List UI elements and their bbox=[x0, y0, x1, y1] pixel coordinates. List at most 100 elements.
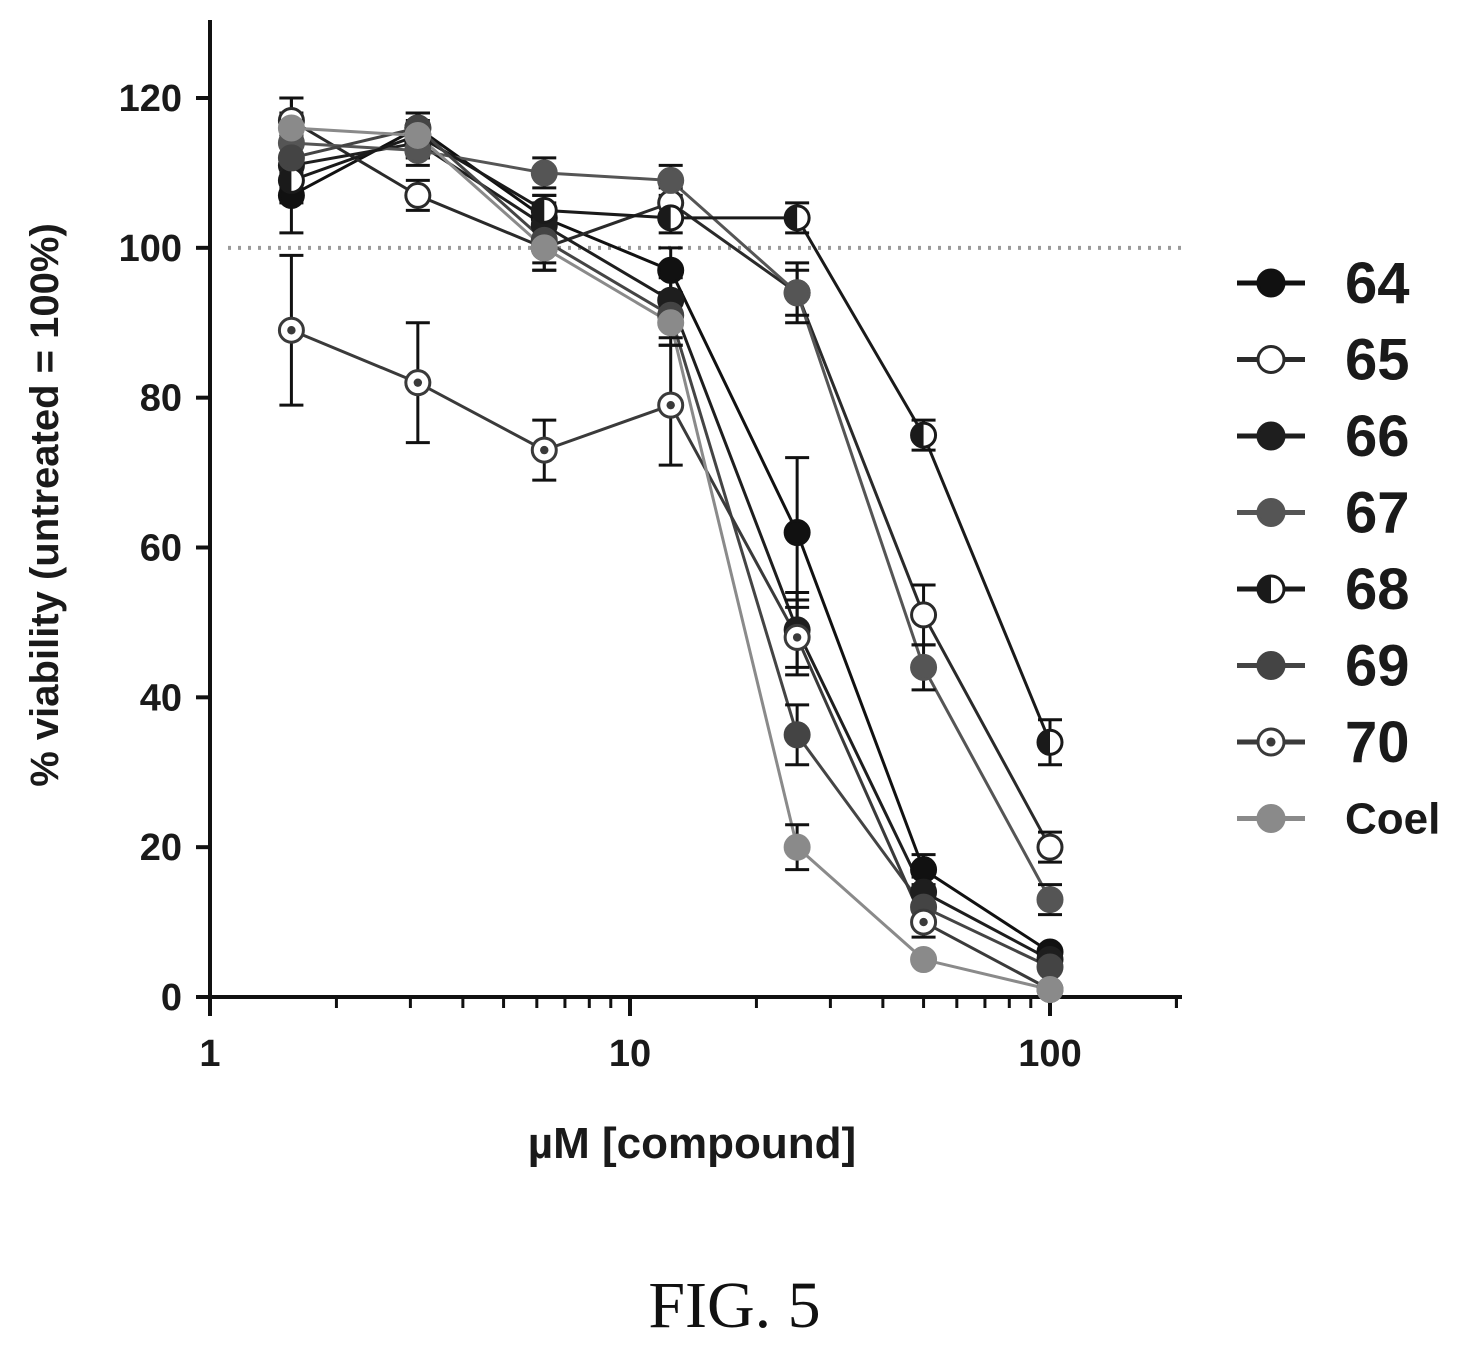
marker-half bbox=[785, 205, 798, 230]
marker-dot bbox=[404, 121, 432, 149]
legend-swatch-marker bbox=[1256, 498, 1286, 527]
marker-dot bbox=[783, 279, 811, 307]
data-point-69 bbox=[277, 144, 305, 172]
marker-center bbox=[413, 378, 423, 387]
data-point-70 bbox=[783, 623, 811, 651]
series-markers bbox=[277, 106, 1064, 1004]
data-point-68 bbox=[277, 166, 305, 194]
marker-center bbox=[287, 326, 296, 335]
legend-swatch-marker bbox=[1256, 268, 1286, 298]
legend-item-65: 65 bbox=[1237, 328, 1410, 393]
legend-swatch-marker bbox=[1256, 727, 1286, 757]
legend-item-66: 66 bbox=[1237, 404, 1410, 469]
marker-dot bbox=[910, 653, 938, 681]
legend-item-69: 69 bbox=[1237, 634, 1410, 699]
data-point-68 bbox=[783, 204, 811, 232]
data-point-Coel bbox=[783, 833, 811, 861]
marker-dot bbox=[1036, 833, 1064, 861]
marker-dot bbox=[1256, 804, 1286, 833]
data-point-70 bbox=[657, 391, 685, 419]
data-point-Coel bbox=[530, 234, 558, 262]
marker-dot bbox=[783, 833, 811, 861]
data-point-67 bbox=[783, 279, 811, 307]
marker-dot bbox=[1256, 421, 1286, 451]
marker-dot bbox=[1036, 886, 1064, 914]
marker-center bbox=[1266, 737, 1276, 747]
data-point-64 bbox=[910, 856, 938, 884]
y-tick-label: 60 bbox=[140, 528, 182, 570]
legend-label: 65 bbox=[1345, 328, 1410, 393]
data-point-70 bbox=[277, 316, 305, 344]
marker-dot bbox=[530, 159, 558, 187]
marker-dot bbox=[277, 144, 305, 172]
marker-half bbox=[1258, 576, 1271, 602]
legend-item-68: 68 bbox=[1237, 557, 1410, 622]
marker-dot bbox=[657, 166, 685, 194]
y-tick-label: 0 bbox=[161, 977, 182, 1019]
data-point-Coel bbox=[910, 946, 938, 974]
marker-dot bbox=[530, 234, 558, 262]
marker-half bbox=[658, 205, 671, 230]
marker-dot bbox=[910, 856, 938, 884]
marker-dot bbox=[783, 519, 811, 547]
data-point-70 bbox=[910, 908, 938, 936]
legend-item-70: 70 bbox=[1237, 710, 1410, 775]
y-tick-label: 80 bbox=[140, 378, 182, 420]
legend-label: Coel bbox=[1345, 795, 1440, 844]
legend-label: 69 bbox=[1345, 634, 1410, 699]
data-point-67 bbox=[1036, 886, 1064, 914]
data-point-67 bbox=[657, 166, 685, 194]
marker-center bbox=[540, 445, 549, 455]
legend: 64 65 66 67 68 69 70 Coel bbox=[1237, 251, 1440, 844]
marker-dot bbox=[657, 256, 685, 284]
marker-dot bbox=[1256, 651, 1286, 680]
marker-dot bbox=[910, 946, 938, 974]
y-tick-label: 120 bbox=[119, 78, 182, 120]
data-point-70 bbox=[404, 369, 432, 397]
marker-dot bbox=[277, 114, 305, 142]
data-point-70 bbox=[530, 436, 558, 464]
marker-dot bbox=[1036, 953, 1064, 981]
data-point-Coel bbox=[277, 114, 305, 142]
marker-half bbox=[279, 168, 292, 193]
data-point-Coel bbox=[657, 309, 685, 337]
x-ticks: 1 10 100 bbox=[199, 997, 1178, 1075]
legend-label: 70 bbox=[1345, 710, 1410, 775]
x-tick-label: 1 bbox=[199, 1033, 220, 1075]
marker-dot bbox=[1036, 976, 1064, 1004]
legend-swatch-marker bbox=[1256, 574, 1286, 604]
data-point-65 bbox=[1036, 833, 1064, 861]
marker-dot bbox=[657, 309, 685, 337]
legend-swatch-marker bbox=[1256, 651, 1286, 680]
y-tick-label: 100 bbox=[119, 228, 182, 270]
legend-item-67: 67 bbox=[1237, 481, 1410, 546]
data-point-68 bbox=[910, 421, 938, 449]
y-ticks: 0 20 40 60 80 100 120 bbox=[119, 78, 210, 1019]
data-point-Coel bbox=[1036, 976, 1064, 1004]
marker-half bbox=[1038, 730, 1050, 755]
data-point-67 bbox=[910, 653, 938, 681]
data-point-68 bbox=[657, 204, 685, 232]
marker-center bbox=[666, 400, 675, 410]
data-point-65 bbox=[404, 181, 432, 209]
y-tick-label: 20 bbox=[140, 827, 182, 869]
legend-label: 68 bbox=[1345, 557, 1410, 622]
legend-swatch-marker bbox=[1256, 345, 1286, 374]
marker-dot bbox=[1256, 345, 1286, 374]
data-point-69 bbox=[783, 721, 811, 749]
data-point-Coel bbox=[404, 121, 432, 149]
marker-half bbox=[911, 423, 924, 448]
x-tick-label: 100 bbox=[1018, 1033, 1081, 1075]
x-tick-label: 10 bbox=[609, 1033, 651, 1075]
data-point-69 bbox=[1036, 953, 1064, 981]
legend-label: 64 bbox=[1345, 251, 1410, 316]
y-axis-title: % viability (untreated = 100%) bbox=[23, 223, 67, 787]
marker-dot bbox=[404, 181, 432, 209]
marker-dot bbox=[783, 721, 811, 749]
legend-item-Coel: Coel bbox=[1237, 795, 1440, 844]
x-axis-title: µM [compound] bbox=[528, 1119, 856, 1168]
marker-center bbox=[792, 633, 802, 642]
marker-dot bbox=[1256, 268, 1286, 298]
legend-label: 67 bbox=[1345, 481, 1410, 546]
